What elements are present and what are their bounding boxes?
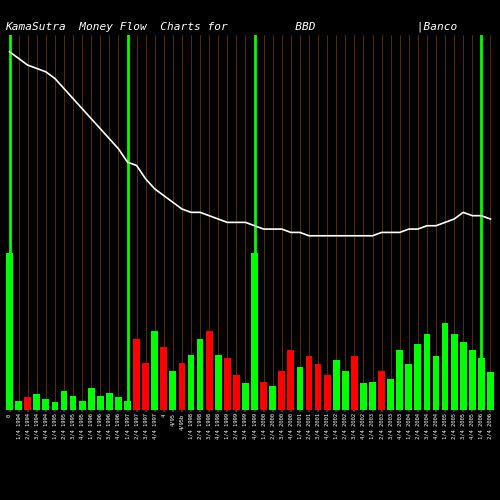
Bar — [406, 364, 412, 410]
Bar — [88, 388, 94, 410]
Bar — [215, 355, 222, 410]
Text: KamaSutra  Money Flow  Charts for          BBD               |Banco: KamaSutra Money Flow Charts for BBD |Ban… — [5, 22, 457, 32]
Bar — [242, 383, 249, 410]
Bar — [296, 368, 304, 410]
Bar — [178, 362, 186, 410]
Bar — [115, 398, 122, 410]
Bar — [160, 347, 167, 410]
Bar — [170, 370, 176, 410]
Bar — [70, 396, 76, 410]
Bar — [487, 372, 494, 410]
Bar — [24, 398, 31, 410]
Bar — [369, 382, 376, 410]
Bar — [324, 376, 330, 410]
Bar — [52, 402, 59, 410]
Bar — [270, 386, 276, 410]
Bar — [342, 370, 348, 410]
Bar — [260, 382, 267, 410]
Bar — [278, 370, 285, 410]
Bar — [6, 252, 13, 410]
Bar — [442, 324, 448, 410]
Bar — [224, 358, 230, 410]
Bar — [106, 392, 113, 410]
Bar — [424, 334, 430, 410]
Bar — [233, 376, 240, 410]
Bar — [414, 344, 422, 410]
Bar — [360, 383, 367, 410]
Bar — [188, 355, 194, 410]
Bar — [478, 358, 485, 410]
Bar — [469, 350, 476, 410]
Bar — [396, 350, 403, 410]
Bar — [306, 356, 312, 410]
Bar — [387, 378, 394, 410]
Bar — [196, 339, 203, 410]
Bar — [451, 334, 458, 410]
Bar — [34, 394, 40, 410]
Bar — [314, 364, 322, 410]
Bar — [60, 391, 68, 410]
Bar — [15, 400, 22, 410]
Bar — [206, 331, 212, 410]
Bar — [460, 342, 466, 410]
Bar — [142, 362, 149, 410]
Bar — [97, 396, 103, 410]
Bar — [351, 356, 358, 410]
Bar — [288, 350, 294, 410]
Bar — [251, 252, 258, 410]
Bar — [378, 370, 385, 410]
Bar — [333, 360, 340, 410]
Bar — [124, 400, 131, 410]
Bar — [152, 331, 158, 410]
Bar — [78, 400, 86, 410]
Bar — [133, 339, 140, 410]
Bar — [42, 399, 49, 410]
Bar — [432, 356, 440, 410]
